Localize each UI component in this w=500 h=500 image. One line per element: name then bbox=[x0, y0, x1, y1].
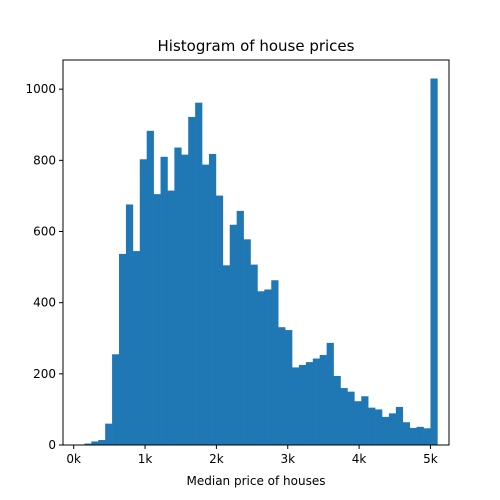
histogram-bar bbox=[333, 375, 341, 445]
histogram-bar bbox=[188, 116, 196, 445]
x-axis-label: Median price of houses bbox=[187, 474, 326, 488]
plot-frame bbox=[62, 59, 450, 446]
histogram-bar bbox=[160, 156, 168, 445]
y-axis-ticks: 0 200 400 600 800 1000 bbox=[25, 82, 63, 452]
x-tick-label: 2k bbox=[209, 452, 224, 466]
histogram-bar bbox=[361, 396, 369, 445]
histogram-bar bbox=[388, 413, 397, 445]
histogram-bar bbox=[167, 190, 175, 445]
histogram-bar bbox=[402, 422, 410, 445]
histogram-bar bbox=[139, 159, 147, 446]
histogram-bar bbox=[202, 164, 210, 446]
histogram-bar bbox=[250, 264, 258, 445]
histogram-bar bbox=[347, 391, 355, 445]
histogram-bar bbox=[340, 388, 348, 445]
histogram-bar bbox=[416, 426, 424, 445]
histogram-bar bbox=[312, 358, 321, 445]
histogram-bar bbox=[257, 291, 265, 445]
x-tick-label: 5k bbox=[423, 452, 438, 466]
y-tick-label: 400 bbox=[33, 296, 56, 310]
histogram-bar bbox=[305, 362, 314, 445]
x-tick-label: 3k bbox=[280, 452, 295, 466]
histogram-bar bbox=[430, 78, 438, 445]
histogram-bar bbox=[382, 416, 390, 445]
histogram-bar bbox=[423, 428, 431, 445]
histogram-bar bbox=[181, 154, 189, 445]
histogram-bar bbox=[368, 407, 376, 445]
histogram-bar bbox=[174, 147, 182, 445]
histogram-bar bbox=[222, 265, 231, 445]
histogram-bar bbox=[119, 253, 127, 445]
histogram-bar bbox=[112, 354, 120, 445]
histogram-bar bbox=[98, 440, 106, 445]
histogram-bar bbox=[285, 330, 293, 445]
bars-group bbox=[84, 78, 438, 446]
histogram-bar bbox=[229, 224, 237, 445]
histogram-bar bbox=[326, 342, 334, 445]
histogram-bar bbox=[84, 443, 92, 445]
x-tick-label: 1k bbox=[138, 452, 153, 466]
y-tick-label: 600 bbox=[33, 225, 56, 239]
histogram-bar bbox=[125, 204, 134, 445]
histogram-bar bbox=[375, 409, 383, 445]
y-tick-label: 1000 bbox=[25, 82, 56, 96]
histogram-bar bbox=[319, 354, 327, 445]
histogram-bar bbox=[105, 423, 113, 445]
histogram-bar bbox=[354, 401, 362, 445]
histogram-bar bbox=[395, 406, 404, 445]
x-tick-label: 4k bbox=[352, 452, 367, 466]
histogram-bar bbox=[208, 153, 217, 446]
chart-title: Histogram of house prices bbox=[158, 37, 355, 55]
histogram-bar bbox=[91, 441, 99, 445]
histogram-bar bbox=[215, 195, 224, 445]
histogram-bar bbox=[278, 327, 286, 445]
x-tick-label: 0k bbox=[66, 452, 81, 466]
histogram-bar bbox=[153, 194, 161, 445]
histogram-bar bbox=[195, 102, 203, 446]
histogram-bar bbox=[146, 130, 154, 445]
y-tick-label: 200 bbox=[33, 367, 56, 381]
histogram-bar bbox=[264, 289, 272, 445]
histogram-bar bbox=[271, 280, 279, 445]
histogram-bar bbox=[298, 364, 307, 445]
histogram-bar bbox=[236, 210, 244, 445]
x-axis-ticks: 0k 1k 2k 3k 4k 5k bbox=[66, 445, 438, 466]
y-tick-label: 0 bbox=[48, 438, 56, 452]
histogram-bar bbox=[292, 367, 300, 445]
histogram-bar bbox=[243, 239, 251, 445]
histogram-bar bbox=[409, 427, 417, 445]
histogram-bar bbox=[132, 251, 141, 445]
y-tick-label: 800 bbox=[33, 153, 56, 167]
